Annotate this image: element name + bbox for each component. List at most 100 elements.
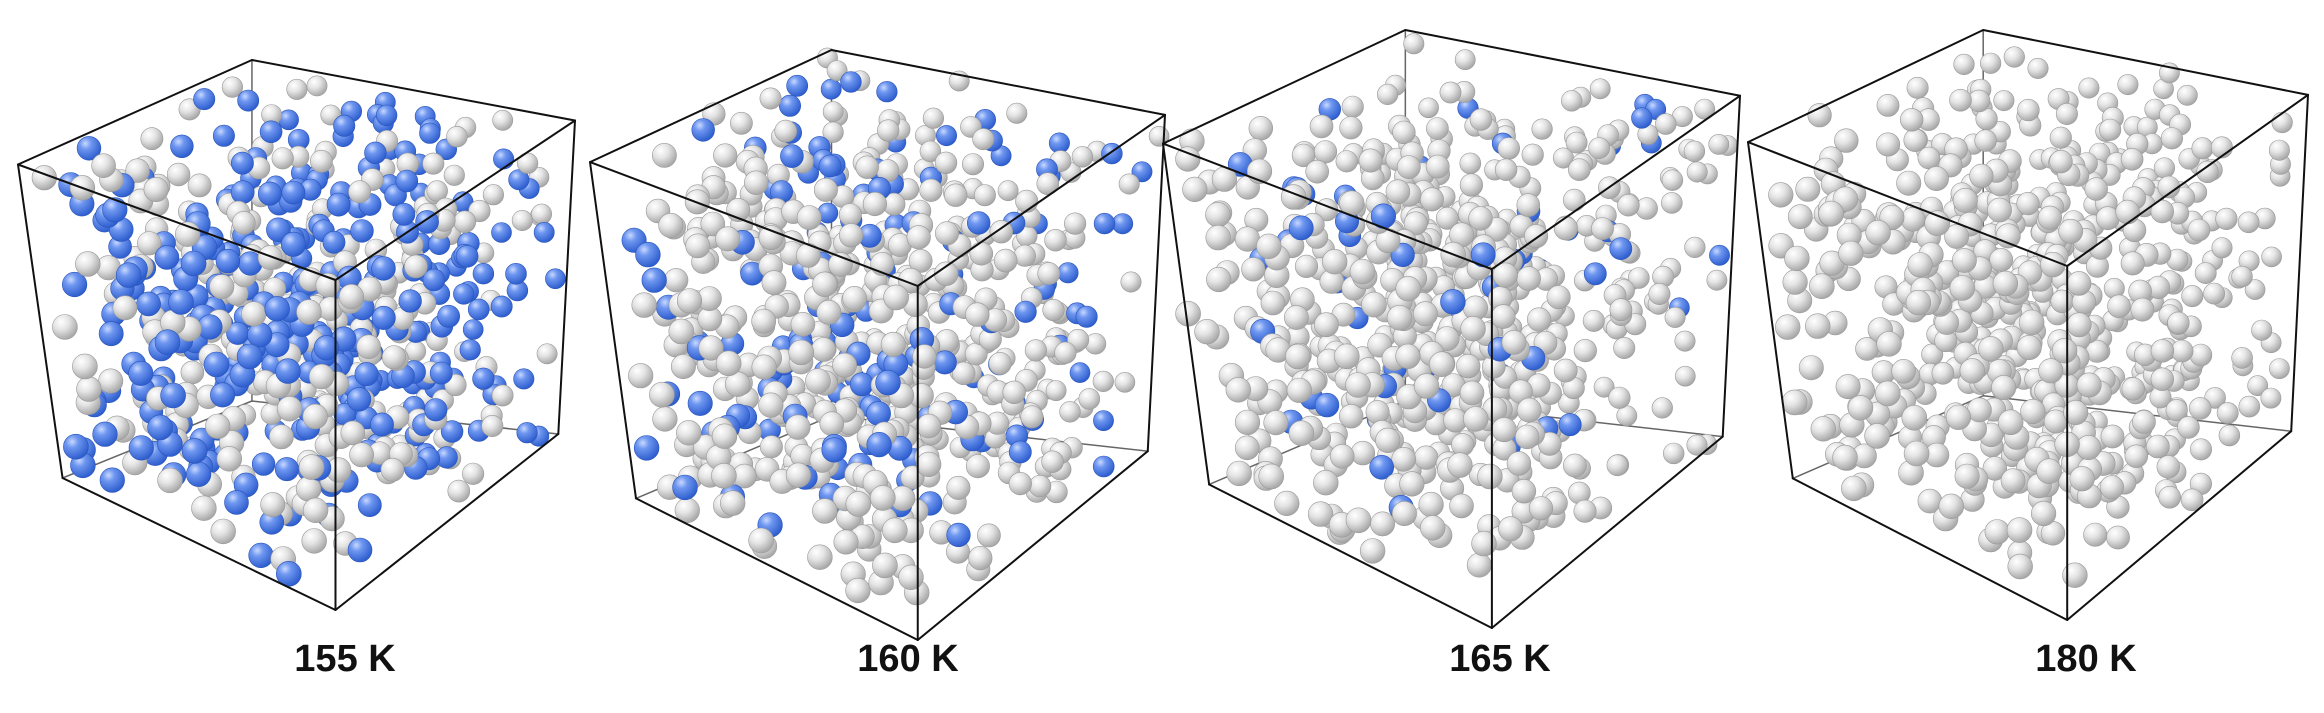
white-particle — [1460, 316, 1486, 342]
white-particle — [881, 517, 908, 544]
blue-particle — [280, 231, 306, 257]
white-particle — [1992, 270, 2019, 297]
white-particle — [1876, 132, 1901, 157]
white-particle — [916, 451, 942, 478]
white-particle — [2049, 149, 2073, 174]
blue-particle — [181, 438, 208, 464]
white-particle — [685, 233, 711, 259]
blue-particle — [275, 560, 302, 587]
white-particle — [1876, 331, 1902, 357]
blue-particle — [508, 169, 530, 191]
white-particle — [812, 498, 838, 524]
blue-particle — [1369, 454, 1394, 480]
blue-particle — [395, 169, 419, 193]
blue-particle — [251, 452, 276, 476]
white-particle — [260, 492, 286, 518]
white-particle — [1905, 289, 1932, 316]
white-particle — [1403, 211, 1428, 236]
white-particle — [1896, 170, 1922, 196]
white-particle — [75, 251, 101, 277]
blue-particle — [780, 144, 804, 168]
white-particle — [906, 225, 931, 250]
white-particle — [751, 354, 777, 380]
white-particle — [826, 60, 848, 82]
white-particle — [670, 353, 696, 379]
white-particle — [1553, 358, 1578, 383]
white-particle — [1234, 409, 1261, 435]
blue-particle — [364, 141, 387, 165]
white-particle — [137, 231, 162, 256]
blue-particle — [1014, 300, 1037, 323]
white-particle — [719, 490, 746, 516]
white-particle — [1376, 83, 1399, 105]
white-particle — [1491, 304, 1516, 329]
white-particle — [1516, 397, 1542, 423]
white-particle — [649, 381, 675, 408]
white-particle — [1841, 475, 1867, 502]
box-front-edges — [1162, 29, 1741, 629]
white-particle — [2150, 199, 2175, 224]
white-particle — [1225, 377, 1252, 403]
white-particle — [1469, 108, 1493, 131]
white-particle — [1995, 223, 2021, 249]
white-particle — [76, 376, 102, 402]
white-particle — [1334, 343, 1360, 370]
white-particle — [1439, 81, 1462, 104]
white-particle — [1864, 423, 1890, 449]
white-particle — [1949, 88, 1972, 112]
white-particle — [883, 284, 909, 311]
white-particle — [822, 121, 844, 143]
white-particle — [2203, 282, 2226, 305]
blue-particle — [1558, 413, 1582, 437]
white-particle — [1987, 197, 2012, 223]
white-particle — [1358, 148, 1383, 173]
white-particle — [1175, 146, 1201, 172]
white-particle — [730, 111, 753, 135]
blue-particle — [322, 230, 346, 254]
blue-particle — [210, 382, 236, 408]
white-particle — [2066, 271, 2092, 296]
white-particle — [2076, 372, 2102, 398]
blue-particle — [462, 319, 484, 340]
white-particle — [356, 334, 382, 360]
white-particle — [785, 414, 811, 440]
white-particle — [1565, 131, 1588, 154]
white-particle — [1997, 409, 2024, 436]
blue-particle — [1631, 107, 1653, 129]
blue-particle — [398, 289, 422, 313]
blue-particle — [866, 432, 892, 458]
blue-particle — [1131, 161, 1153, 183]
blue-particle — [778, 94, 801, 117]
white-particle — [209, 274, 235, 300]
white-particle — [1391, 446, 1416, 472]
white-particle — [676, 420, 702, 446]
white-particle — [711, 462, 737, 489]
white-particle — [2124, 444, 2149, 468]
white-particle — [2146, 434, 2170, 459]
white-particle — [842, 285, 868, 311]
white-particle — [1874, 380, 1901, 407]
white-particle — [652, 406, 678, 432]
white-particle — [790, 311, 816, 337]
white-particle — [1194, 319, 1220, 345]
white-particle — [1454, 49, 1476, 71]
blue-particle — [370, 412, 394, 437]
white-particle — [1314, 312, 1339, 338]
white-particle — [1256, 233, 1282, 260]
blue-particle — [513, 368, 535, 390]
white-particle — [922, 107, 945, 129]
white-particle — [1361, 291, 1387, 318]
white-particle — [1013, 244, 1036, 267]
white-particle — [1329, 443, 1355, 469]
white-particle — [2187, 218, 2211, 242]
white-particle — [993, 248, 1018, 273]
blue-particle — [128, 360, 154, 386]
white-particle — [1686, 434, 1708, 456]
white-particle — [2271, 111, 2293, 134]
white-particle — [1498, 516, 1524, 542]
white-particle — [1511, 479, 1537, 504]
white-particle — [700, 211, 726, 237]
white-particle — [1982, 456, 2008, 481]
white-particle — [1798, 355, 1824, 381]
white-particle — [968, 545, 993, 571]
